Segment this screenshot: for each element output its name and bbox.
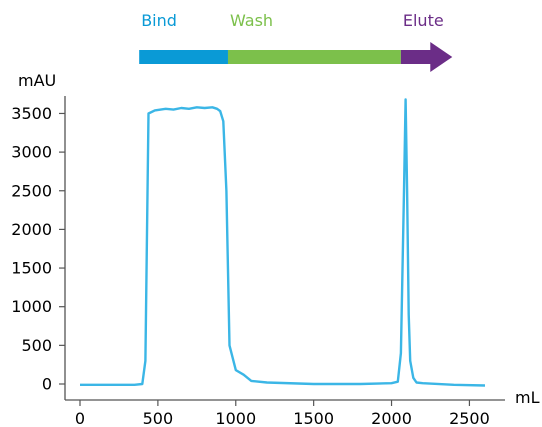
phase-wash-bar	[227, 50, 401, 64]
phase-elute-label: Elute	[403, 11, 444, 30]
phase-bar: Bind Wash Elute	[139, 11, 453, 72]
x-tick-label: 1500	[293, 409, 334, 427]
y-tick-label: 1000	[11, 297, 52, 316]
x-tick-label: 0	[75, 409, 85, 427]
y-tick-label: 3500	[11, 104, 52, 123]
x-axis-label: mL	[515, 388, 540, 407]
ticks: 0 500 1000 1500 2000 2500 0 500 1000 1500 2000 2500…	[11, 104, 490, 427]
x-tick-label: 500	[143, 409, 174, 427]
absorbance-line	[80, 98, 486, 387]
y-tick-label: 500	[21, 336, 52, 355]
phase-bind-label: Bind	[141, 11, 177, 30]
y-tick-label: 1500	[11, 259, 52, 278]
axes	[64, 96, 505, 401]
phase-wash-label: Wash	[230, 11, 273, 30]
x-tick-label: 1000	[215, 409, 256, 427]
y-axis-label: mAU	[18, 71, 56, 90]
y-tick-label: 3000	[11, 143, 52, 162]
x-tick-label: 2000	[371, 409, 412, 427]
y-tick-label: 0	[42, 375, 52, 394]
phase-bind-bar	[139, 50, 228, 64]
x-tick-label: 2500	[449, 409, 490, 427]
y-tick-label: 2000	[11, 220, 52, 239]
phase-elute-arrow	[400, 42, 453, 72]
y-tick-label: 2500	[11, 181, 52, 200]
